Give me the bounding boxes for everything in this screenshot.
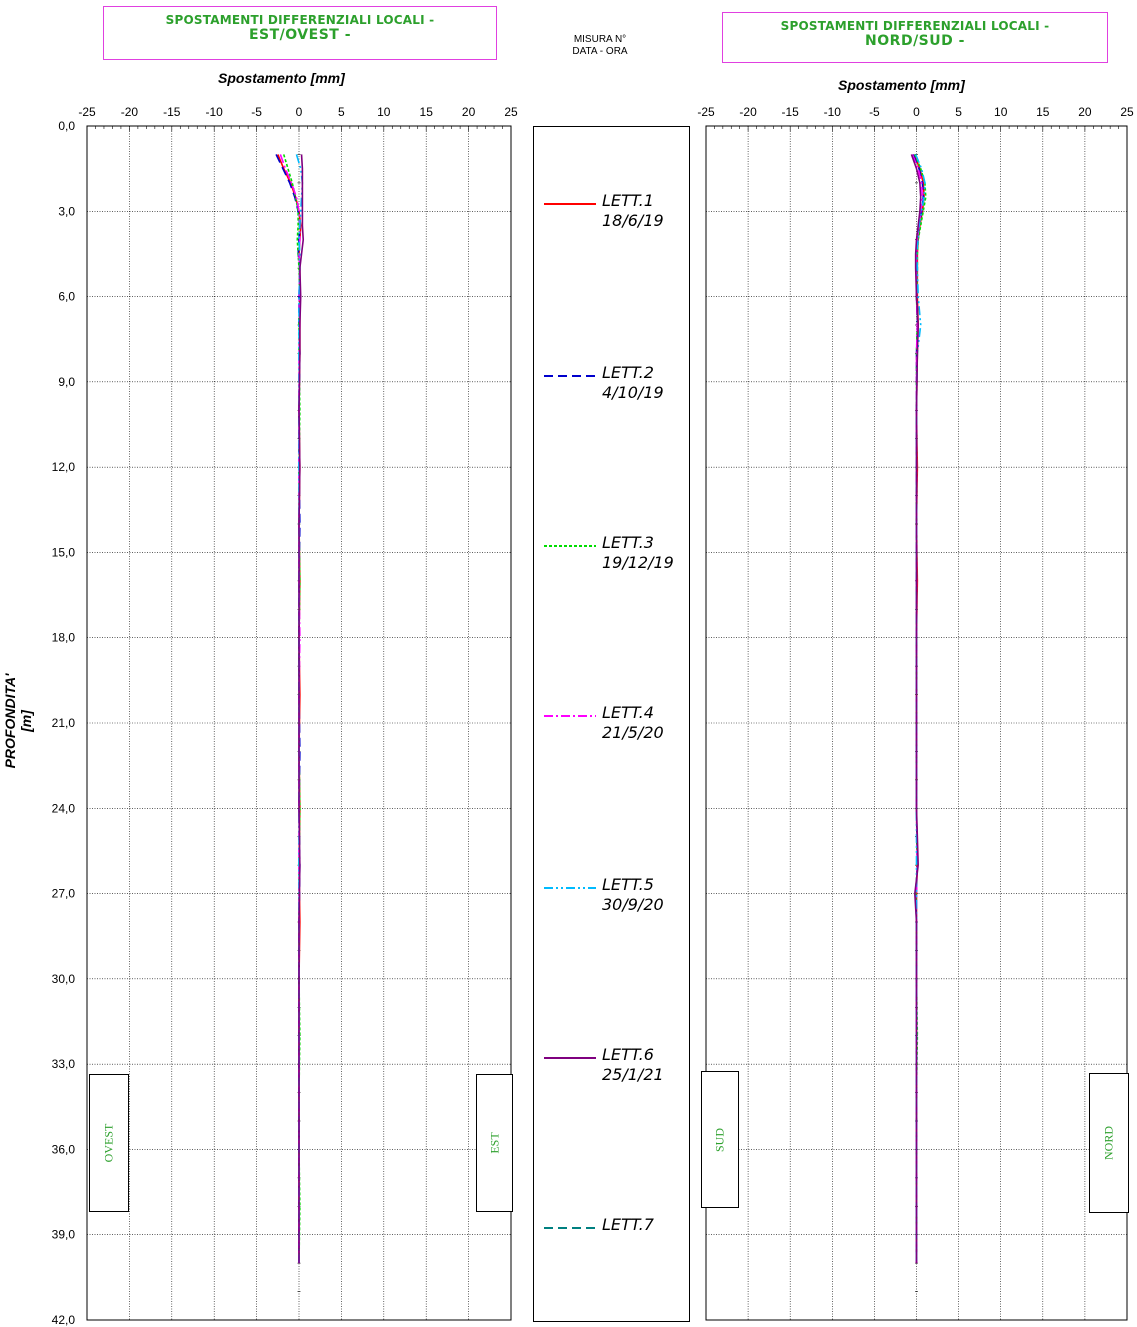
ovest-box: OVEST xyxy=(89,1074,129,1212)
x-tick-label: 5 xyxy=(338,105,345,119)
y-tick-label: 39,0 xyxy=(52,1228,76,1242)
y-tick-label: 42,0 xyxy=(52,1313,76,1327)
left-chart-title: SPOSTAMENTI DIFFERENZIALI LOCALI - EST/O… xyxy=(103,6,497,60)
legend-series-name: LETT.1 xyxy=(602,191,654,210)
x-tick-label: 20 xyxy=(462,105,476,119)
legend-series-date: 19/12/19 xyxy=(602,553,674,572)
legend-label: LETT.6 25/1/21 xyxy=(602,1045,664,1085)
legend-swatch xyxy=(544,887,596,889)
legend-series-date: 25/1/21 xyxy=(602,1065,664,1084)
x-tick-label: -25 xyxy=(78,105,96,119)
x-tick-label: -5 xyxy=(869,105,880,119)
x-tick-label: -20 xyxy=(739,105,757,119)
y-tick-label: 6,0 xyxy=(58,290,75,304)
x-tick-label: 15 xyxy=(1036,105,1050,119)
x-tick-label: -10 xyxy=(824,105,842,119)
y-tick-label: 9,0 xyxy=(58,375,75,389)
legend-label: LETT.5 30/9/20 xyxy=(602,875,664,915)
est-label: EST xyxy=(487,1132,501,1154)
right-x-axis-title: Spostamento [mm] xyxy=(838,77,965,93)
ovest-label: OVEST xyxy=(101,1123,116,1163)
legend-label: LETT.2 4/10/19 xyxy=(602,363,664,403)
legend-swatch xyxy=(544,1057,596,1059)
right-chart-title: SPOSTAMENTI DIFFERENZIALI LOCALI - NORD/… xyxy=(722,12,1108,63)
legend-swatch xyxy=(544,375,596,377)
legend: LETT.1 18/6/19 LETT.2 4/10/19 LETT.3 19/12/19… xyxy=(533,126,690,1322)
series-line-lett6 xyxy=(910,154,922,1264)
right-title-line2: NORD/SUD - xyxy=(865,33,965,49)
x-tick-label: -15 xyxy=(163,105,181,119)
x-tick-label: 0 xyxy=(296,105,303,119)
y-tick-label: 0,0 xyxy=(58,119,75,133)
x-tick-label: 5 xyxy=(955,105,962,119)
x-tick-label: -5 xyxy=(251,105,262,119)
series-line-lett6 xyxy=(298,154,305,1264)
y-tick-label: 12,0 xyxy=(52,460,76,474)
y-tick-label: 3,0 xyxy=(58,204,75,218)
y-tick-label: 30,0 xyxy=(52,972,76,986)
x-tick-label: -20 xyxy=(121,105,139,119)
right-chart: -25 -20 -15 -10 -5 0 5 10 15 20 25 xyxy=(697,105,1134,1321)
left-x-axis-title: Spostamento [mm] xyxy=(218,70,345,86)
y-tick-label: 27,0 xyxy=(52,887,76,901)
legend-series-name: LETT.2 xyxy=(602,363,654,382)
legend-label: LETT.7 xyxy=(602,1215,654,1235)
legend-series-date: 30/9/20 xyxy=(602,895,664,914)
right-title-line1: SPOSTAMENTI DIFFERENZIALI LOCALI - xyxy=(780,19,1050,33)
legend-swatch xyxy=(544,545,596,547)
x-tick-label: 25 xyxy=(1120,105,1134,119)
legend-swatch xyxy=(544,715,596,717)
legend-label: LETT.1 18/6/19 xyxy=(602,191,664,231)
est-box: EST xyxy=(476,1074,513,1212)
series-line-lett5 xyxy=(914,154,926,1264)
x-tick-label: -10 xyxy=(206,105,224,119)
x-tick-label: -25 xyxy=(697,105,715,119)
x-tick-label: 10 xyxy=(994,105,1008,119)
y-tick-label: 21,0 xyxy=(52,716,76,730)
legend-series-name: LETT.3 xyxy=(602,533,654,552)
data-ora-label: DATA - ORA xyxy=(572,46,628,57)
x-tick-label: 0 xyxy=(913,105,920,119)
legend-swatch xyxy=(544,203,596,205)
left-title-line1: SPOSTAMENTI DIFFERENZIALI LOCALI - xyxy=(165,13,435,27)
x-tick-label: 15 xyxy=(420,105,434,119)
left-title-line2: EST/OVEST - xyxy=(248,27,352,43)
legend-series-name: LETT.4 xyxy=(602,703,654,722)
left-chart: -25 -20 -15 -10 -5 0 5 10 15 20 25 0,0 3,0 6,0 9,0 12,0… xyxy=(52,105,518,1327)
legend-label: LETT.4 21/5/20 xyxy=(602,703,664,743)
x-tick-label: 20 xyxy=(1078,105,1092,119)
misura-label: MISURA N° xyxy=(573,34,627,45)
x-tick-label: -15 xyxy=(782,105,800,119)
y-tick-label: 18,0 xyxy=(52,631,76,645)
x-tick-label: 25 xyxy=(504,105,518,119)
legend-series-date: 21/5/20 xyxy=(602,723,664,742)
legend-series-name: LETT.7 xyxy=(602,1215,654,1234)
legend-series-date: 4/10/19 xyxy=(602,383,664,402)
y-tick-label: 24,0 xyxy=(52,801,76,815)
legend-series-name: LETT.6 xyxy=(602,1045,654,1064)
nord-label: NORD xyxy=(1101,1125,1116,1161)
x-tick-label: 10 xyxy=(377,105,391,119)
legend-series-date: 18/6/19 xyxy=(602,211,664,230)
legend-label: LETT.3 19/12/19 xyxy=(602,533,674,573)
nord-box: NORD xyxy=(1089,1073,1129,1213)
series-line-lett3 xyxy=(282,154,301,1264)
sud-box: SUD xyxy=(701,1071,739,1208)
legend-swatch xyxy=(544,1227,596,1229)
legend-series-name: LETT.5 xyxy=(602,875,654,894)
y-tick-label: 33,0 xyxy=(52,1057,76,1071)
y-tick-label: 36,0 xyxy=(52,1142,76,1156)
sud-label: SUD xyxy=(712,1127,727,1152)
y-tick-label: 15,0 xyxy=(52,545,76,559)
